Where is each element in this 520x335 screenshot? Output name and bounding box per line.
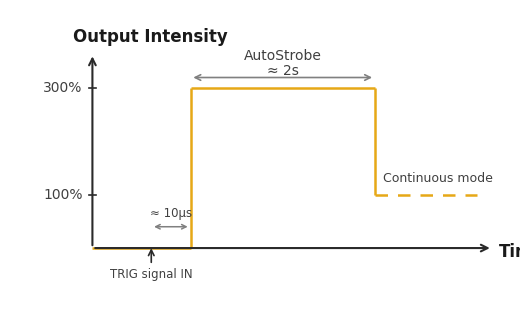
Text: AutoStrobe: AutoStrobe xyxy=(244,49,322,63)
Text: ≈ 2s: ≈ 2s xyxy=(267,64,298,78)
Text: Output Intensity: Output Intensity xyxy=(73,27,228,46)
Text: Continuous mode: Continuous mode xyxy=(383,172,492,185)
Text: ≈ 10μs: ≈ 10μs xyxy=(150,207,192,220)
Text: 300%: 300% xyxy=(43,81,83,95)
Text: 100%: 100% xyxy=(43,188,83,202)
Text: TRIG signal IN: TRIG signal IN xyxy=(110,268,192,281)
Text: Time: Time xyxy=(499,243,520,261)
